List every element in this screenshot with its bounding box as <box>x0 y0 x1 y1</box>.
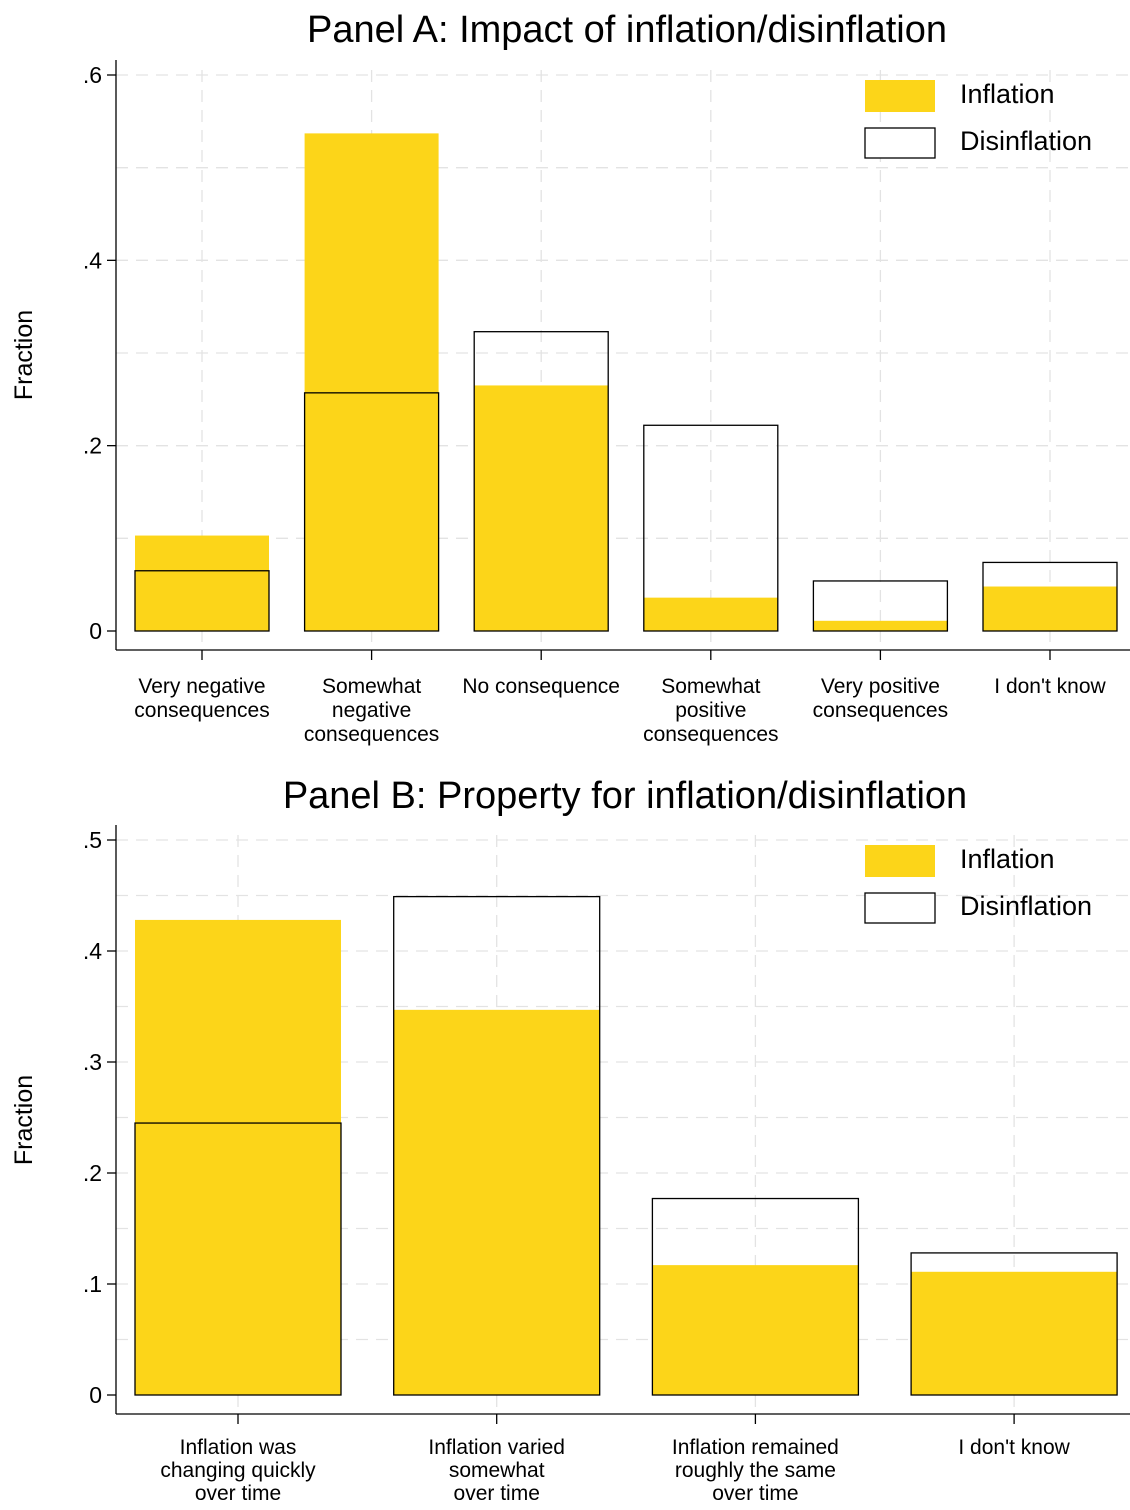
legend-swatch-disinflation <box>864 127 936 159</box>
y-tick-label: 0 <box>89 1382 102 1408</box>
x-category-label: No consequence <box>462 675 620 698</box>
y-tick-label: .1 <box>83 1271 102 1297</box>
bar-inflation <box>813 620 948 631</box>
bar-inflation <box>393 1009 600 1395</box>
x-category-label: Inflation varied somewhat over time <box>428 1436 565 1505</box>
bar-inflation <box>135 535 269 631</box>
chart-title: Panel A: Impact of inflation/disinflatio… <box>307 9 947 51</box>
x-category-label: Inflation was changing quickly over time <box>160 1436 316 1505</box>
bar-inflation <box>643 597 778 631</box>
bar-disinflation <box>134 570 270 632</box>
x-category-label: Very positive consequences <box>813 675 948 722</box>
bar-disinflation <box>643 424 779 632</box>
y-tick-label: .6 <box>83 62 102 88</box>
chart-title: Panel B: Property for inflation/disinfla… <box>283 775 967 817</box>
panel-b: 0 .1 .2 .3 .4 .5 Inflation was changing quickly… <box>10 775 1130 1505</box>
y-tick-label: .4 <box>83 247 102 273</box>
x-category-label: I don't know <box>994 675 1106 698</box>
x-category-label: Somewhat positive consequences <box>643 675 778 746</box>
bar-inflation <box>474 385 609 631</box>
legend-label-disinflation: Disinflation <box>960 126 1092 156</box>
y-tick-label: .3 <box>83 1049 102 1075</box>
x-category-label: Very negative consequences <box>134 675 269 722</box>
bar-disinflation <box>303 392 440 632</box>
panel-a: 0 .2 .4 .6 Very negative consequences Somewhat… <box>10 9 1130 746</box>
legend-label-inflation: Inflation <box>960 79 1055 109</box>
x-category-label: Inflation remained roughly the same over t… <box>672 1436 839 1505</box>
legend-swatch-inflation <box>865 80 935 112</box>
y-axis-label: Fraction <box>10 1075 38 1165</box>
legend-label-disinflation: Disinflation <box>960 891 1092 921</box>
y-tick-label: .2 <box>83 433 102 459</box>
legend: Inflation Disinflation <box>864 844 1092 924</box>
bar-inflation <box>983 586 1117 631</box>
bar-inflation <box>652 1265 859 1395</box>
bar-disinflation <box>651 1197 860 1396</box>
y-axis-label: Fraction <box>10 310 38 400</box>
y-tick-label: .2 <box>83 1160 102 1186</box>
y-tick-label: 0 <box>89 618 102 644</box>
bar-inflation <box>911 1271 1118 1395</box>
y-tick-label: .5 <box>83 827 102 853</box>
bar-disinflation <box>393 895 601 1396</box>
legend-swatch-disinflation <box>864 892 936 924</box>
legend-swatch-inflation <box>865 845 935 877</box>
bar-disinflation <box>134 1122 342 1396</box>
bar-disinflation <box>812 580 949 632</box>
bar-inflation <box>304 133 439 631</box>
bar-disinflation <box>473 331 609 632</box>
bar-disinflation <box>910 1252 1118 1396</box>
x-category-label: Somewhat negative consequences <box>304 675 439 746</box>
bar-disinflation <box>982 561 1118 632</box>
x-category-label: I don't know <box>958 1436 1070 1459</box>
y-tick-label: .4 <box>83 938 102 964</box>
legend: Inflation Disinflation <box>864 79 1092 159</box>
bar-inflation <box>135 919 341 1395</box>
legend-label-inflation: Inflation <box>960 844 1055 874</box>
